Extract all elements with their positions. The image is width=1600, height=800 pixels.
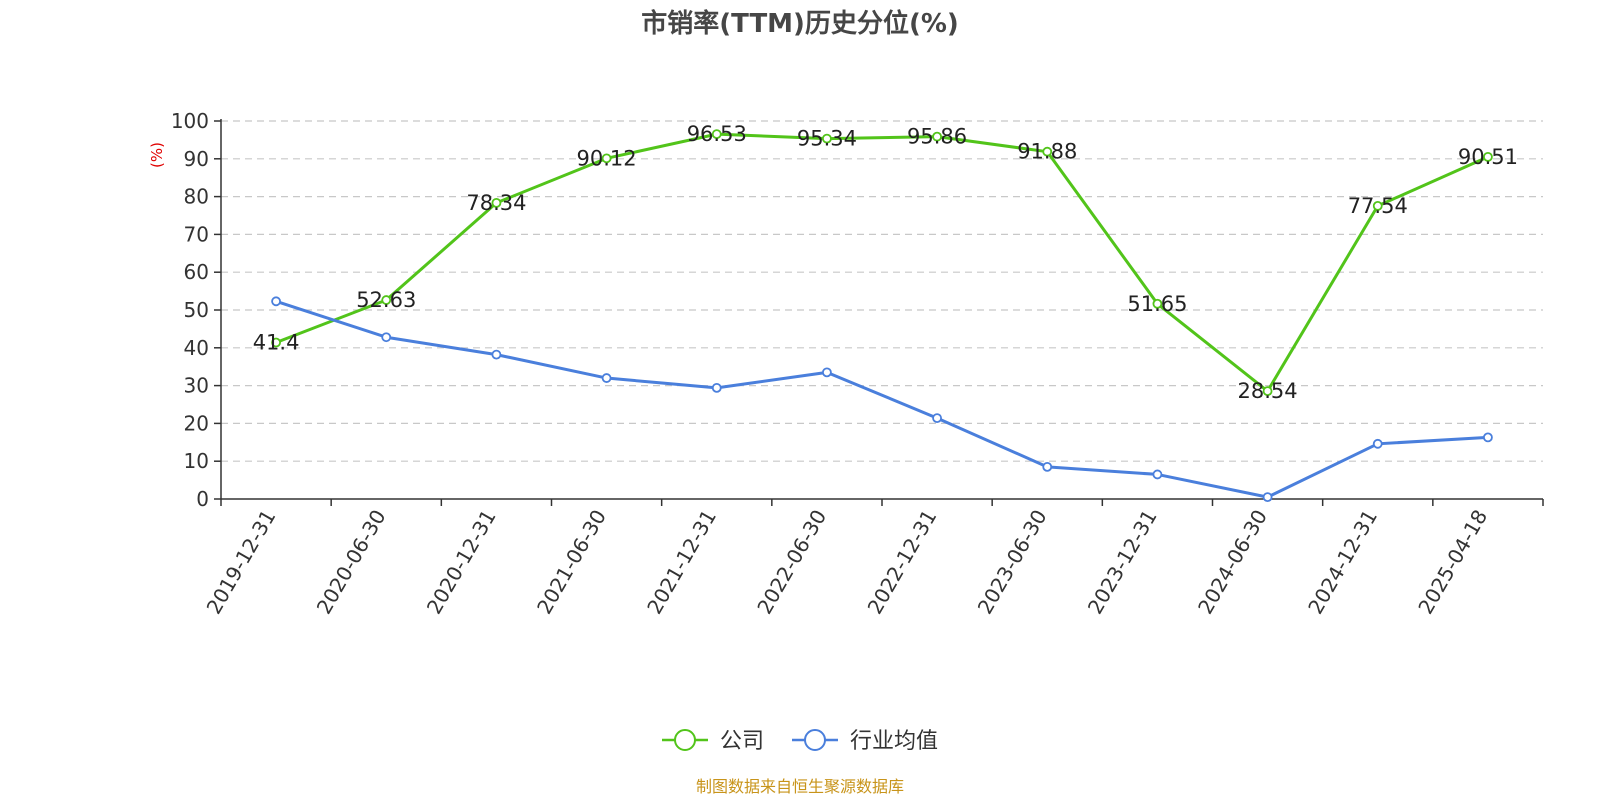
data-label: 52.63 <box>356 288 416 312</box>
data-point <box>491 197 502 208</box>
data-label: 95.86 <box>907 125 967 149</box>
y-axis-unit-label: (%) <box>148 142 166 168</box>
data-point <box>271 296 281 307</box>
data-label: 78.34 <box>466 191 526 215</box>
data-label: 90.51 <box>1458 145 1518 169</box>
data-point <box>1483 151 1493 162</box>
data-label: 91.88 <box>1017 140 1077 164</box>
y-tick-label: 30 <box>184 374 209 398</box>
y-tick-label: 70 <box>184 222 209 246</box>
data-point <box>822 367 832 378</box>
legend-label-industry-average: 行业均值 <box>850 729 938 754</box>
data-label: 77.54 <box>1348 194 1408 218</box>
x-tick-label: 2020-12-31 <box>422 505 501 618</box>
data-point <box>271 337 281 348</box>
data-label: 51.65 <box>1127 292 1187 316</box>
x-tick-label: 2021-06-30 <box>532 506 611 619</box>
data-label: 28.54 <box>1238 379 1298 403</box>
legend: 公司 行业均值 <box>662 729 938 754</box>
data-point <box>822 133 832 144</box>
data-label: 90.12 <box>577 146 637 170</box>
x-tick-label: 2019-12-31 <box>202 506 281 619</box>
data-point <box>601 373 612 383</box>
data-point <box>1152 298 1163 309</box>
data-point <box>381 332 392 343</box>
legend-marker-company <box>674 729 696 751</box>
axes: 0 10 20 30 40 50 60 70 80 90 100 2019-12-31 2020-06-… <box>171 109 1544 619</box>
x-tick-label: 2021-12-31 <box>642 506 721 619</box>
data-point <box>1372 200 1383 211</box>
x-tick-label: 2022-12-31 <box>863 505 942 618</box>
data-point <box>1262 386 1273 397</box>
series-line-1 <box>275 299 1489 499</box>
legend-item-company[interactable]: 公司 <box>662 729 764 754</box>
y-tick-label: 50 <box>184 298 209 322</box>
data-point <box>1483 432 1493 443</box>
y-tick-label: 100 <box>171 109 209 133</box>
data-point <box>1372 438 1383 449</box>
x-tick-label: 2022-06-30 <box>752 506 831 619</box>
chart-title: 市销率(TTM)历史分位(%) <box>641 8 959 39</box>
grid-lines <box>221 120 1543 462</box>
data-point <box>381 295 392 305</box>
x-tick-label: 2023-12-31 <box>1083 506 1162 619</box>
data-point <box>932 413 942 424</box>
data-point <box>491 349 502 360</box>
y-tick-label: 10 <box>184 449 209 473</box>
legend-label-company: 公司 <box>720 729 764 754</box>
legend-item-industry-average[interactable]: 行业均值 <box>792 729 938 754</box>
x-tick-label: 2024-12-31 <box>1303 506 1382 619</box>
data-source-note: 制图数据来自恒生聚源数据库 <box>696 777 904 796</box>
data-labels: 41.4 52.63 78.34 90.12 96.53 95.34 95.86 91.88 5… <box>253 122 1518 403</box>
x-tick-label: 2025-04-18 <box>1413 506 1492 619</box>
y-tick-label: 40 <box>184 336 209 360</box>
data-point <box>1042 461 1053 472</box>
data-label: 41.4 <box>253 331 300 355</box>
data-point <box>711 129 722 140</box>
data-point <box>932 131 942 142</box>
x-tick-label: 2023-06-30 <box>973 506 1052 619</box>
y-tick-label: 20 <box>184 411 209 435</box>
y-tick-label: 60 <box>184 260 209 284</box>
legend-marker-industry-average <box>804 729 826 751</box>
series-lines <box>271 129 1493 503</box>
x-tick-label: 2024-06-30 <box>1193 506 1272 619</box>
data-point <box>1152 469 1163 480</box>
data-point <box>1042 146 1053 157</box>
x-tick-label: 2020-06-30 <box>312 506 391 619</box>
series-line-0 <box>275 132 1489 393</box>
data-point <box>1262 492 1273 503</box>
data-label: 95.34 <box>797 127 857 151</box>
data-label: 96.53 <box>687 122 747 146</box>
data-point <box>711 382 722 393</box>
data-point <box>601 153 612 164</box>
y-tick-label: 0 <box>196 487 209 511</box>
y-tick-label: 80 <box>184 185 209 209</box>
y-tick-label: 90 <box>184 147 209 171</box>
